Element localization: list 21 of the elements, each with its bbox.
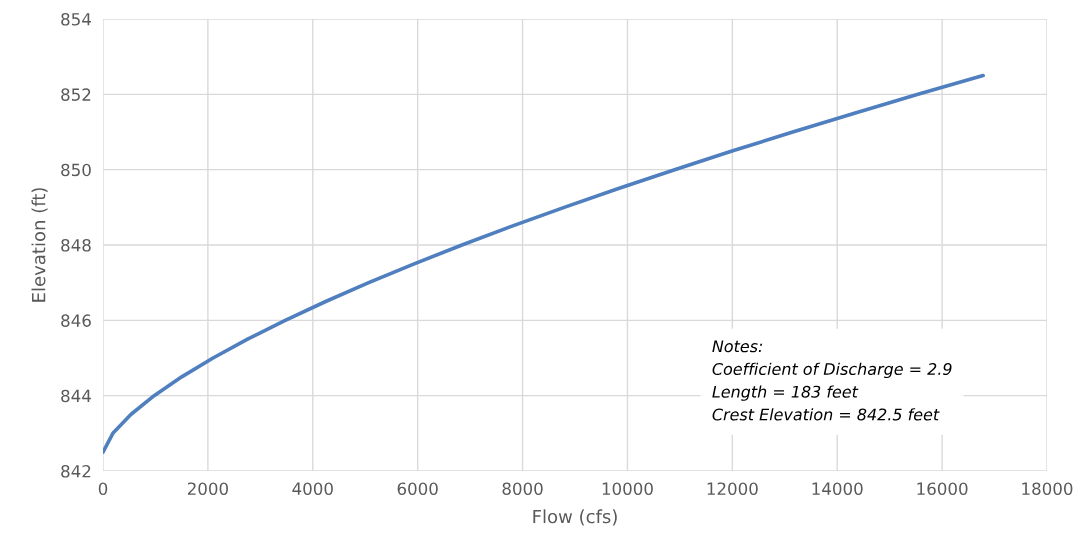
line-series	[103, 73, 985, 454]
x-tick-label: 8000	[502, 482, 543, 496]
y-tick-label: 842	[61, 464, 91, 478]
y-tick-label: 844	[61, 389, 91, 403]
x-tick-label: 10000	[602, 482, 653, 496]
y-tick-label: 854	[61, 12, 91, 26]
x-tick-label: 12000	[707, 482, 758, 496]
y-tick-label: 848	[61, 238, 91, 252]
annotation: Notes: Coefficient of Discharge = 2.9 Length = 183 feet Crest Elevation = 842.5 feet	[712, 340, 952, 421]
x-tick-label: 2000	[187, 482, 228, 496]
x-tick-label: 6000	[397, 482, 438, 496]
x-tick-label: 16000	[917, 482, 968, 496]
x-tick-label: 18000	[1022, 482, 1073, 496]
x-tick-label: 14000	[812, 482, 863, 496]
x-tick-label: 0	[98, 482, 108, 496]
y-tick-label: 852	[61, 88, 91, 101]
x-axis-title: Flow (cfs)	[533, 509, 617, 526]
y-tick-label: 846	[61, 314, 91, 327]
y-axis-title: Elevation (ft)	[31, 188, 48, 302]
x-tick-label: 4000	[292, 482, 333, 496]
y-tick-label: 850	[61, 163, 91, 177]
